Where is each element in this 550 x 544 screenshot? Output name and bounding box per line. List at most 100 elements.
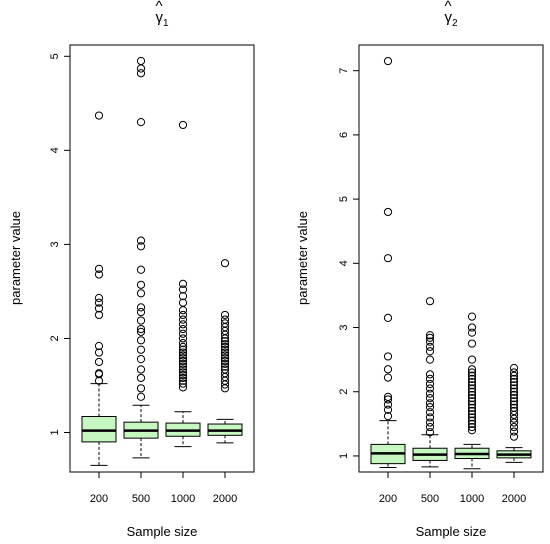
outlier-point <box>136 56 146 66</box>
outlier-point <box>178 306 188 315</box>
outlier-point <box>94 270 104 279</box>
outlier-point <box>383 405 393 414</box>
outlier-point <box>467 403 477 412</box>
outlier-point <box>178 362 188 371</box>
outlier-point <box>136 384 146 393</box>
plot-frame <box>358 44 544 473</box>
outlier-point <box>178 379 188 388</box>
outlier-point <box>136 324 146 334</box>
outlier-point <box>425 418 435 427</box>
box-500 <box>123 56 159 459</box>
outlier-point <box>509 422 519 432</box>
outlier-point <box>178 339 188 348</box>
outlier-point <box>383 373 393 382</box>
x-axis-label: Sample size <box>127 524 198 539</box>
x-axis-label: Sample size <box>416 524 487 539</box>
outlier-point <box>94 298 104 307</box>
outlier-point <box>509 378 519 387</box>
outlier-point <box>467 400 477 409</box>
x-tick-label: 200 <box>90 493 108 505</box>
outlier-point <box>467 413 477 422</box>
outlier-point <box>467 368 477 377</box>
outlier-point <box>220 351 230 360</box>
outlier-point <box>178 371 188 380</box>
outlier-point <box>178 348 188 357</box>
outlier-point <box>178 310 188 320</box>
outlier-point <box>509 400 519 409</box>
outlier-point <box>467 390 477 400</box>
outlier-point <box>509 427 519 436</box>
outlier-point <box>220 369 230 378</box>
outlier-point <box>467 394 477 403</box>
outlier-point <box>425 331 435 340</box>
outlier-point <box>467 374 477 383</box>
outlier-point <box>383 207 393 217</box>
outlier-point <box>467 381 477 390</box>
y-tick-label: 1 <box>338 453 350 459</box>
outlier-point <box>220 359 230 368</box>
plot-frame <box>69 44 255 473</box>
outlier-point <box>220 337 230 346</box>
outlier-point <box>136 327 146 336</box>
outlier-point <box>467 365 477 374</box>
outlier-point <box>136 118 146 127</box>
outlier-point <box>509 432 519 441</box>
outlier-point <box>425 347 435 356</box>
panel-title-hat: ^ <box>444 0 451 15</box>
outlier-point <box>136 373 146 383</box>
outlier-point <box>178 324 188 334</box>
outlier-point <box>467 312 477 321</box>
outlier-point <box>136 69 146 78</box>
x-tick-label: 1000 <box>460 493 484 505</box>
outlier-point <box>425 337 435 346</box>
outlier-point <box>178 320 188 329</box>
outlier-point <box>136 345 146 354</box>
x-tick-label: 200 <box>379 493 397 505</box>
outlier-point <box>509 418 519 427</box>
outlier-point <box>467 422 477 432</box>
outlier-point <box>178 365 188 374</box>
outlier-point <box>509 390 519 400</box>
outlier-point <box>136 392 146 401</box>
outlier-point <box>220 348 230 357</box>
outlier-point <box>220 354 230 363</box>
outlier-point <box>467 410 477 419</box>
y-tick-label: 4 <box>338 260 350 266</box>
panel-title-hat: ^ <box>155 0 162 15</box>
outlier-point <box>425 422 435 432</box>
outlier-point <box>509 394 519 403</box>
outlier-point <box>94 304 104 313</box>
y-tick-label: 2 <box>49 335 61 341</box>
x-tick-label: 500 <box>421 493 439 505</box>
outlier-point <box>178 359 188 368</box>
outlier-point <box>178 292 188 301</box>
outlier-point <box>220 315 230 324</box>
outlier-point <box>178 329 188 338</box>
outlier-point <box>136 355 146 364</box>
x-tick-label: 1000 <box>171 493 195 505</box>
panel-gamma-1: γ1 ^ parameter value Sample size 1 2 3 4 5 20… <box>8 0 255 539</box>
outlier-point <box>136 308 146 317</box>
outlier-point <box>467 416 477 425</box>
outlier-point <box>425 370 435 379</box>
outlier-point <box>383 56 393 66</box>
outlier-point <box>94 293 104 303</box>
box-2000 <box>496 363 532 463</box>
outlier-point <box>467 426 477 435</box>
y-tick-label: 2 <box>338 389 350 395</box>
outlier-point <box>136 303 146 312</box>
outlier-point <box>136 236 146 245</box>
outlier-point <box>136 289 146 298</box>
outlier-point <box>220 345 230 354</box>
panel-title: γ1 <box>155 9 169 29</box>
outlier-point <box>425 355 435 364</box>
outlier-point <box>467 406 477 416</box>
outlier-point <box>425 399 435 408</box>
outlier-point <box>94 369 104 378</box>
outlier-point <box>509 384 519 393</box>
outlier-point <box>509 403 519 412</box>
outlier-point <box>509 381 519 390</box>
y-axis-label: parameter value <box>8 211 23 305</box>
outlier-point <box>136 336 146 345</box>
outlier-point <box>425 408 435 417</box>
